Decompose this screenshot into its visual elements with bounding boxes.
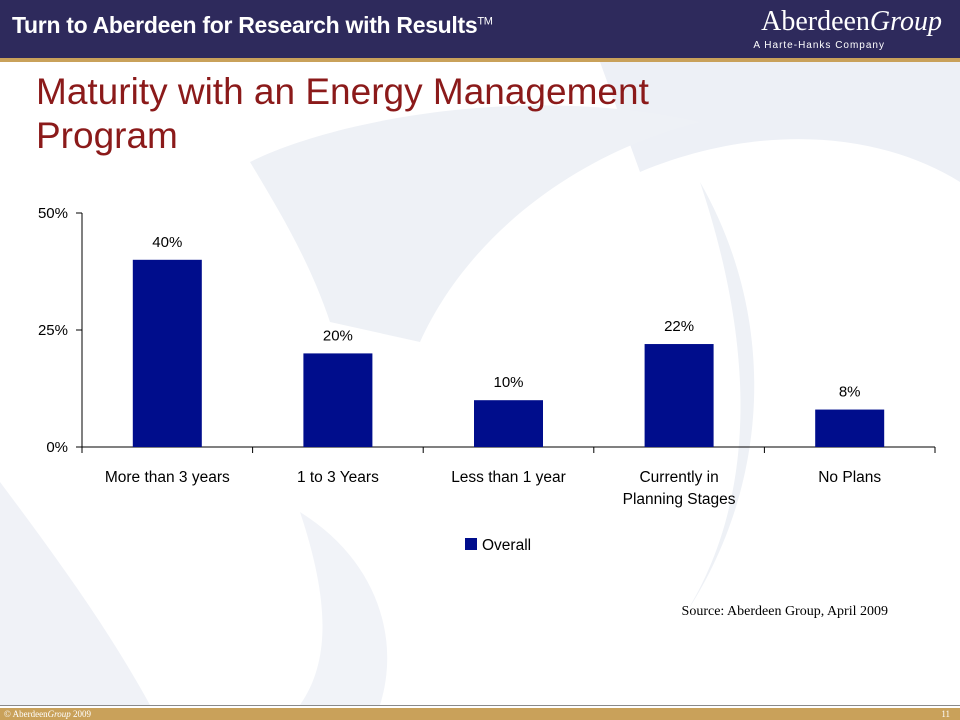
header-banner: Turn to Aberdeen for Research with Resul… [0, 0, 960, 62]
y-tick-label: 50% [38, 205, 68, 222]
legend-swatch [465, 538, 477, 550]
legend-label: Overall [482, 537, 531, 554]
header-tagline: Turn to Aberdeen for Research with Resul… [12, 12, 493, 38]
source-note: Source: Aberdeen Group, April 2009 [681, 604, 888, 619]
bar [303, 353, 373, 447]
slide-title-line-1: Maturity with an Energy Management [36, 71, 649, 112]
slide-title-line-2: Program [36, 115, 178, 156]
data-label: 22% [664, 318, 694, 335]
x-category-label: Less than 1 year [451, 469, 566, 486]
bar [644, 344, 714, 447]
trademark-mark: TM [477, 15, 493, 28]
bar [815, 409, 885, 447]
x-category-label: No Plans [818, 469, 881, 486]
data-label: 8% [839, 384, 861, 401]
logo-subtitle: A Harte-Hanks Company [753, 40, 885, 51]
bar [474, 400, 543, 447]
y-tick-label: 25% [38, 322, 68, 339]
bar [132, 259, 202, 447]
footer-bar [0, 708, 960, 720]
y-tick-label: 0% [46, 439, 68, 456]
data-label: 40% [152, 234, 182, 251]
page-number: 11 [941, 709, 950, 719]
x-category-label: Planning Stages [623, 491, 736, 508]
x-category-label: Currently in [639, 469, 718, 486]
aberdeen-logo: AberdeenGroup [761, 6, 942, 37]
x-category-label: More than 3 years [105, 469, 230, 486]
footer-divider [0, 705, 960, 706]
data-label: 20% [323, 327, 353, 344]
x-category-label: 1 to 3 Years [297, 469, 379, 486]
background-decoration [0, 62, 960, 705]
copyright-notice: © AberdeenGroup 2009 [4, 709, 91, 719]
data-label: 10% [493, 374, 523, 391]
slide-title: Maturity with an Energy Management Progr… [36, 70, 796, 158]
